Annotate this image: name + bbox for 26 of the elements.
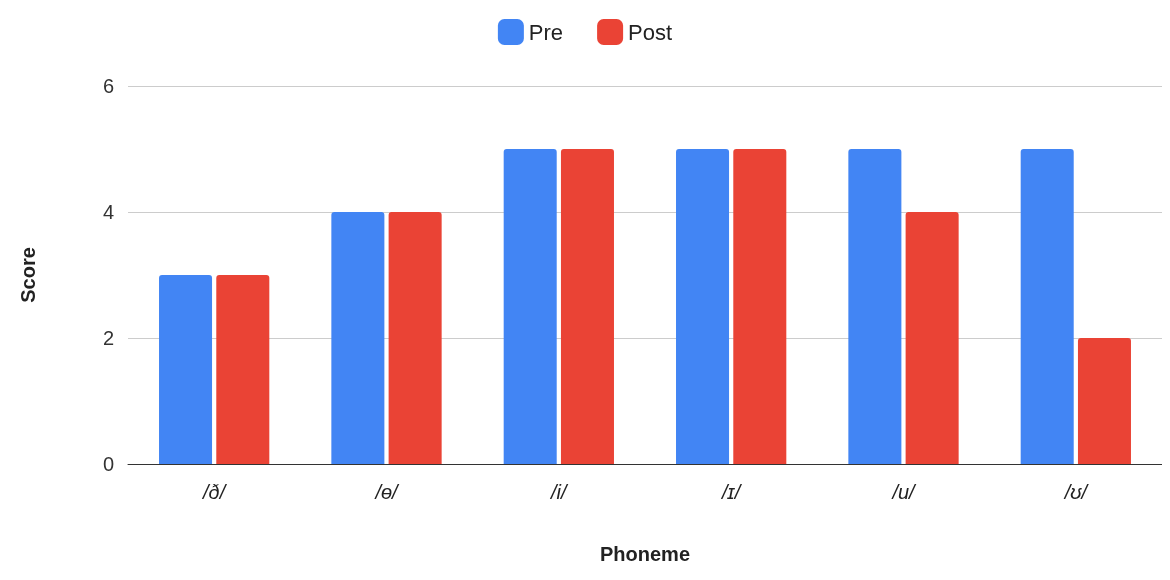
x-tick-label: /u/ [890, 481, 918, 503]
bar [905, 212, 959, 464]
x-axis-title: Phoneme [599, 543, 691, 565]
x-tick-label: /ʊ/ [1062, 481, 1090, 503]
y-tick-label: 6 [102, 75, 114, 97]
y-tick-label: 2 [102, 327, 114, 349]
x-tick-label: /ɵ/ [373, 481, 401, 503]
y-tick-label: 4 [102, 201, 114, 223]
bar [388, 212, 442, 464]
legend-label: Pre [528, 19, 564, 45]
bar [676, 149, 730, 464]
bar [1020, 149, 1074, 464]
bar [1077, 338, 1131, 464]
legend-label: Post [628, 19, 673, 45]
x-tick-label: /i/ [549, 481, 570, 503]
bar [848, 149, 902, 464]
bar [216, 275, 270, 464]
bar [560, 149, 614, 464]
bar [159, 275, 213, 464]
x-tick-label: /ð/ [201, 481, 228, 503]
y-tick-label: 0 [102, 453, 114, 475]
bar [503, 149, 557, 464]
x-tick-label: /ɪ/ [720, 481, 743, 503]
y-axis-title: Score [17, 247, 39, 303]
bar [733, 149, 787, 464]
bar [331, 212, 385, 464]
